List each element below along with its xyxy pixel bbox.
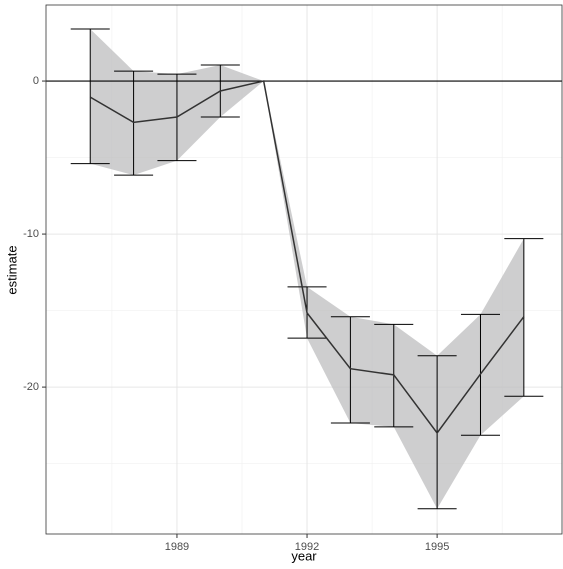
- error-bar: [114, 70, 154, 176]
- y-tick-label: -20: [23, 381, 39, 393]
- x-tick-label: 1995: [425, 541, 449, 553]
- panel-border: [45, 4, 563, 535]
- y-tick-label: -10: [23, 228, 39, 240]
- x-tick-label: 1992: [295, 541, 319, 553]
- error-bar: [330, 316, 370, 424]
- estimate-line: [89, 80, 525, 435]
- y-axis-title: estimate: [4, 245, 19, 294]
- x-axis-title: year: [291, 548, 317, 563]
- error-bar: [70, 28, 110, 165]
- x-tick-label: 1989: [165, 541, 189, 553]
- y-tick-label: 0: [33, 75, 39, 87]
- confidence-band: [90, 29, 524, 509]
